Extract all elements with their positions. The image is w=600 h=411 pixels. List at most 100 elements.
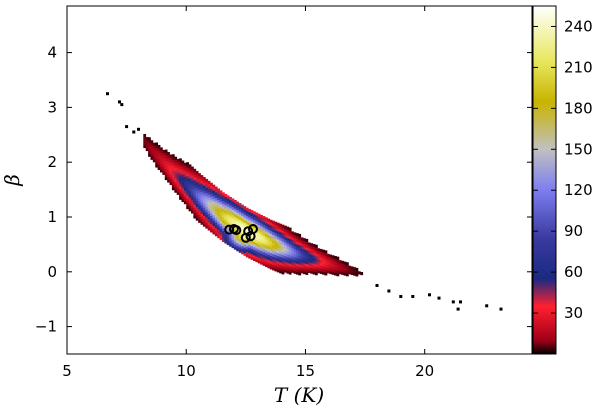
heatmap-cell	[274, 257, 278, 261]
heatmap-cell	[300, 262, 304, 266]
heatmap-cell	[303, 243, 306, 247]
heatmap-cell	[186, 170, 190, 174]
heatmap-cell	[286, 243, 290, 247]
heatmap-cell	[150, 156, 154, 160]
heatmap-cell	[191, 204, 194, 209]
heatmap-cell	[186, 189, 190, 193]
heatmap-cell	[336, 256, 340, 260]
heatmap-cell	[281, 241, 285, 245]
heatmap-cell	[336, 267, 340, 271]
heatmap-cell	[322, 263, 325, 267]
heatmap-cell	[250, 248, 254, 252]
heatmap-cell	[281, 254, 285, 258]
heatmap-cell	[169, 179, 173, 183]
heatmap-cell	[267, 229, 271, 233]
heatmap-cell	[250, 253, 254, 258]
heatmap-cell	[186, 197, 190, 201]
heatmap-cell	[312, 268, 316, 272]
heatmap-cell	[200, 199, 204, 203]
heatmap-cell	[231, 214, 235, 219]
heatmap-cell	[272, 228, 275, 233]
heatmap-cell	[281, 271, 285, 275]
outlier-point	[428, 293, 431, 297]
heatmap-cell	[286, 254, 290, 258]
heatmap-cell	[291, 239, 294, 243]
heatmap-cell	[243, 225, 247, 229]
heatmap-cell	[315, 272, 318, 276]
heatmap-cell	[198, 200, 201, 204]
heatmap-cell	[334, 258, 337, 262]
heatmap-cell	[288, 252, 292, 256]
heatmap-cell	[248, 214, 252, 218]
heatmap-cell	[150, 143, 154, 147]
heatmap-cell	[312, 265, 316, 270]
heatmap-cell	[226, 233, 230, 237]
heatmap-cell	[281, 246, 285, 250]
heatmap-cell	[355, 270, 359, 274]
heatmap-cell	[198, 173, 201, 177]
heatmap-cell	[307, 267, 311, 271]
heatmap-cell	[326, 253, 330, 257]
heatmap-cell	[226, 209, 230, 213]
heatmap-cell	[233, 210, 237, 215]
heatmap-cell	[233, 213, 237, 217]
heatmap-cell	[262, 221, 266, 225]
heatmap-cell	[191, 196, 194, 200]
heatmap-cell	[176, 172, 180, 176]
heatmap-cell	[212, 228, 216, 232]
heatmap-cell	[200, 213, 204, 217]
heatmap-cell	[260, 234, 263, 238]
heatmap-cell	[148, 145, 151, 149]
heatmap-cell	[276, 263, 280, 267]
heatmap-cell	[188, 167, 192, 171]
heatmap-cell	[195, 192, 199, 197]
heatmap-cell	[284, 255, 287, 259]
heatmap-cell	[303, 271, 306, 275]
heatmap-cell	[236, 239, 240, 244]
heatmap-cell	[200, 210, 204, 214]
heatmap-cell	[167, 168, 170, 172]
heatmap-cell	[264, 255, 268, 259]
heatmap-cell	[160, 163, 163, 167]
heatmap-cell	[305, 241, 309, 245]
heatmap-cell	[193, 193, 197, 197]
heatmap-cell	[191, 180, 194, 184]
heatmap-cell	[253, 252, 256, 256]
heatmap-cell	[183, 201, 187, 205]
heatmap-cell	[293, 270, 297, 274]
heatmap-cell	[222, 236, 225, 240]
heatmap-cell	[257, 254, 261, 258]
heatmap-cell	[202, 215, 206, 219]
heatmap-cell	[264, 236, 268, 240]
heatmap-cell	[305, 258, 309, 262]
heatmap-cell	[288, 238, 292, 242]
heatmap-cell	[264, 241, 268, 246]
heatmap-cell	[245, 243, 249, 247]
heatmap-cell	[279, 248, 283, 252]
y-tick-label: 4	[47, 44, 57, 62]
heatmap-cell	[326, 262, 330, 266]
heatmap-cell	[210, 218, 213, 222]
heatmap-cell	[169, 154, 173, 158]
heatmap-cell	[245, 213, 249, 217]
heatmap-cell	[193, 207, 197, 211]
heatmap-cell	[233, 246, 237, 250]
heatmap-cell	[176, 189, 180, 193]
heatmap-cell	[226, 203, 230, 207]
outlier-point	[137, 127, 140, 131]
heatmap-cell	[310, 270, 314, 274]
heatmap-cell	[312, 260, 316, 264]
heatmap-cell	[267, 226, 271, 230]
heatmap-cell	[207, 202, 211, 206]
heatmap-cell	[200, 205, 204, 209]
y-tick-label: 2	[47, 153, 57, 171]
heatmap-cell	[195, 195, 199, 199]
heatmap-cell	[164, 160, 168, 164]
heatmap-cell	[200, 221, 204, 225]
heatmap-cell	[205, 198, 209, 202]
heatmap-cell	[286, 240, 290, 244]
heatmap-cell	[148, 148, 151, 152]
heatmap-cell	[217, 235, 221, 239]
heatmap-cell	[245, 215, 249, 220]
